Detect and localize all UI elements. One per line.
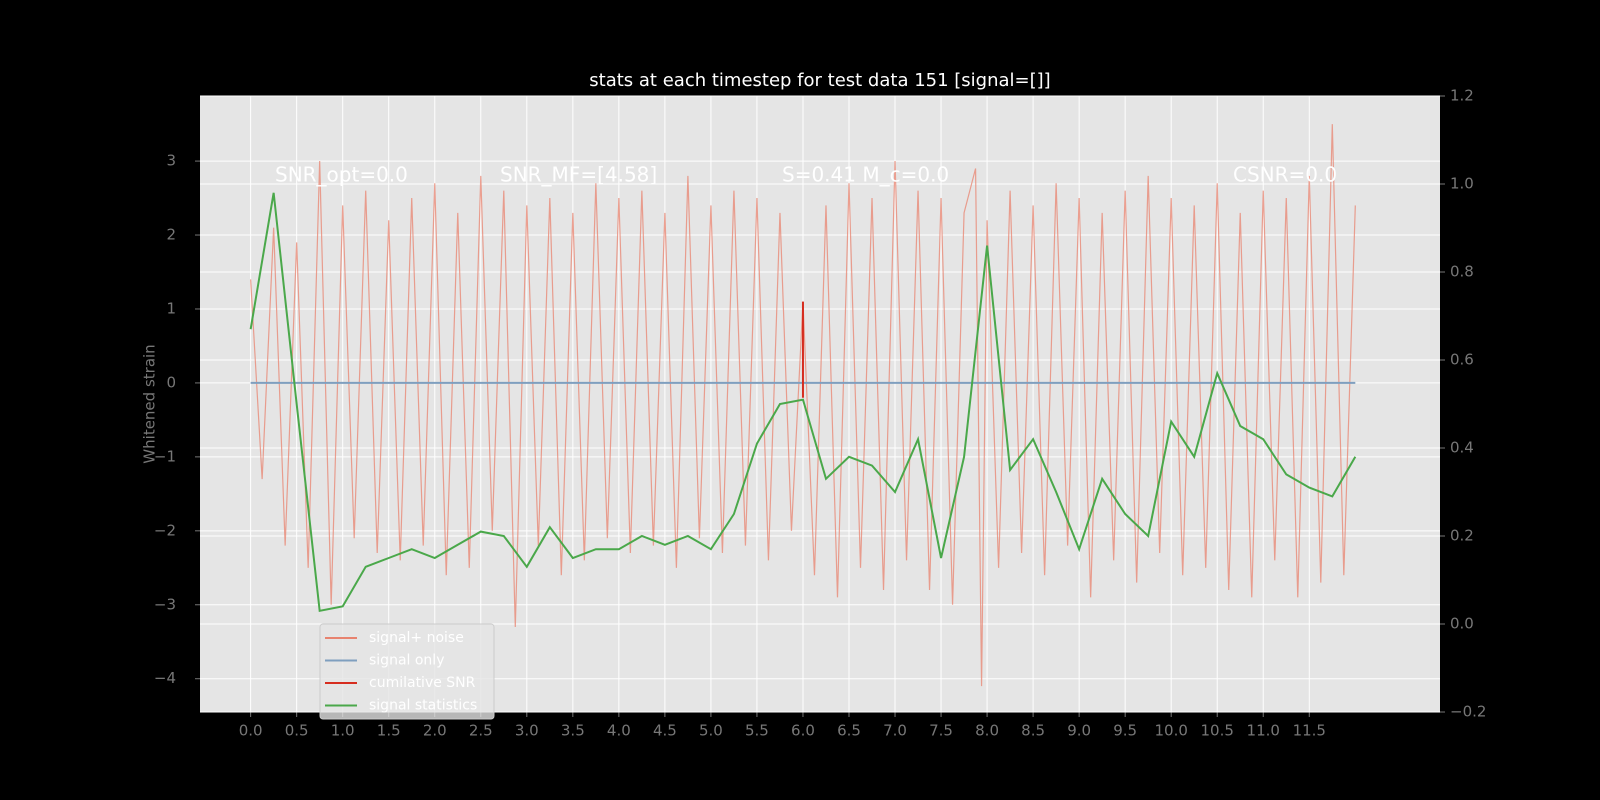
annotation: SNR_opt=0.0 [275,163,408,187]
x-tick-label: 11.5 [1293,722,1326,740]
legend-label: signal+ noise [369,630,464,646]
x-tick-label: 7.5 [929,722,953,740]
y-tick-label: −4 [154,669,176,687]
x-tick-label: 8.0 [975,722,999,740]
y2-tick-label: −0.2 [1450,703,1486,721]
x-tick-label: 1.0 [331,722,355,740]
x-tick-label: 11.0 [1247,722,1280,740]
series-line [249,192,1357,612]
y2-tick-label: 1.2 [1450,87,1474,105]
annotation: SNR_MF=[4.58] [500,163,657,187]
y-tick-label: 3 [166,152,176,170]
x-tick-label: 9.0 [1067,722,1091,740]
legend-label: signal statistics [369,698,477,714]
x-tick-label: 1.5 [377,722,401,740]
y2-tick-label: 0.4 [1450,439,1474,457]
x-tick-label: 5.5 [745,722,769,740]
x-tick-label: 2.0 [423,722,447,740]
series-line [250,124,1356,687]
legend-label: cumilative SNR [369,675,476,691]
x-tick-label: 8.5 [1021,722,1045,740]
y-tick-label: −3 [154,595,176,613]
x-tick-label: 2.5 [469,722,493,740]
y2-tick-label: 0.0 [1450,615,1474,633]
y-tick-label: 2 [166,226,176,244]
x-tick-label: 6.5 [837,722,861,740]
x-tick-label: 10.5 [1201,722,1234,740]
y2-tick-label: 0.8 [1450,263,1474,281]
y2-tick-label: 0.6 [1450,351,1474,369]
x-tick-label: 0.0 [239,722,263,740]
x-tick-label: 3.5 [561,722,585,740]
x-tick-label: 3.0 [515,722,539,740]
legend: signal+ noise signal only cumilative SNR si… [319,623,495,720]
x-tick-label: 4.5 [653,722,677,740]
x-tick-label: 9.5 [1113,722,1137,740]
x-tick-label: 7.0 [883,722,907,740]
annotation: CSNR=0.0 [1233,163,1337,187]
y-tick-label: 1 [166,299,176,317]
legend-box [319,623,495,720]
x-tick-label: 0.5 [285,722,309,740]
y-tick-label: 0 [166,373,176,391]
x-tick-label: 4.0 [607,722,631,740]
y-tick-label: −1 [154,447,176,465]
x-tick-label: 10.0 [1154,722,1187,740]
legend-label: signal only [369,653,444,669]
chart-title: stats at each timestep for test data 151… [589,70,1050,91]
y2-tick-label: 1.0 [1450,175,1474,193]
x-tick-label: 6.0 [791,722,815,740]
annotation: S=0.41 M_c=0.0 [782,163,949,187]
y-tick-label: −2 [154,521,176,539]
y2-tick-label: 0.2 [1450,527,1474,545]
y-axis-label: Whitened strain [141,344,159,463]
x-tick-label: 5.0 [699,722,723,740]
